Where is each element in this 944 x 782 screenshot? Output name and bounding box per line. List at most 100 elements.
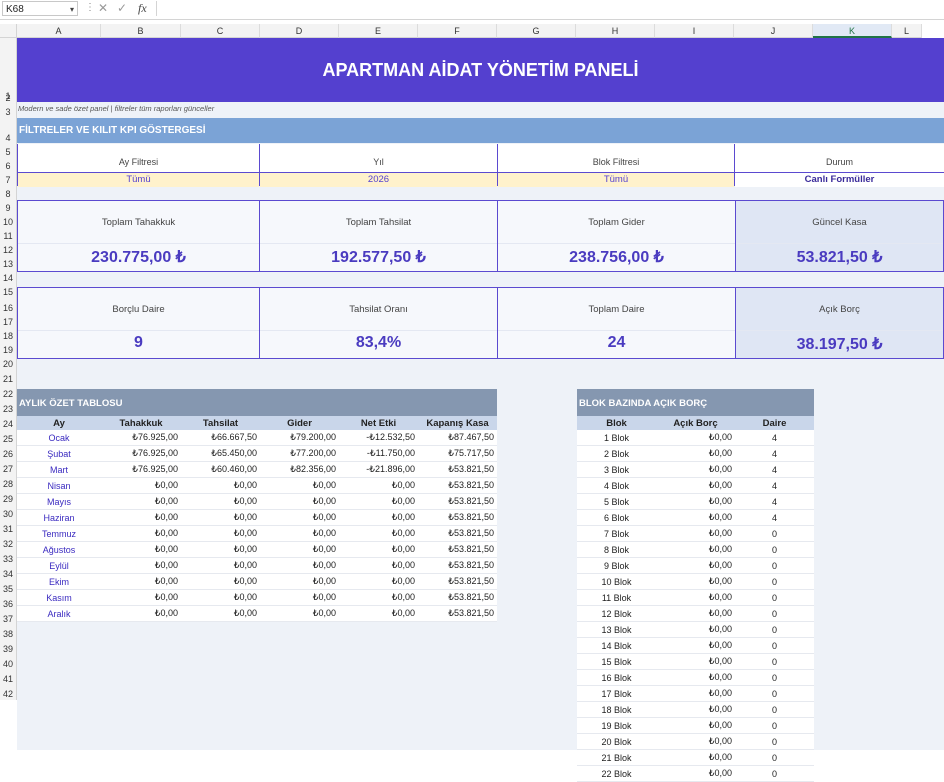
filter-value[interactable]: Tümü xyxy=(498,172,734,187)
row-header-5[interactable]: 5 xyxy=(0,144,17,158)
open-debt-cell[interactable]: ₺0,00 xyxy=(656,621,735,638)
value-cell[interactable]: ₺0,00 xyxy=(339,605,418,622)
open-debt-cell[interactable]: ₺0,00 xyxy=(656,430,735,446)
filter-value[interactable]: Tümü xyxy=(18,172,259,187)
open-debt-cell[interactable]: ₺0,00 xyxy=(656,493,735,510)
month-cell[interactable]: Nisan xyxy=(17,477,101,494)
select-all-corner[interactable] xyxy=(0,24,17,38)
row-header-9[interactable]: 9 xyxy=(0,200,17,214)
row-header-37[interactable]: 37 xyxy=(0,610,17,625)
unit-count-cell[interactable]: 0 xyxy=(735,605,814,622)
row-header-30[interactable]: 30 xyxy=(0,505,17,520)
value-cell[interactable]: ₺75.717,50 xyxy=(418,445,497,462)
value-cell[interactable]: -₺12.532,50 xyxy=(339,430,418,446)
filter-year[interactable]: Yıl 2026 xyxy=(260,144,498,187)
row-header-3[interactable]: 3 xyxy=(0,104,17,118)
unit-count-cell[interactable]: 0 xyxy=(735,573,814,590)
value-cell[interactable]: ₺0,00 xyxy=(260,493,339,510)
row-header-22[interactable]: 22 xyxy=(0,385,17,400)
block-name-cell[interactable]: 11 Blok xyxy=(577,589,656,606)
confirm-icon[interactable]: ✓ xyxy=(117,1,128,15)
formula-input[interactable] xyxy=(156,1,944,16)
block-name-cell[interactable]: 22 Blok xyxy=(577,765,656,782)
value-cell[interactable]: ₺0,00 xyxy=(101,573,181,590)
unit-count-cell[interactable]: 0 xyxy=(735,717,814,734)
unit-count-cell[interactable]: 0 xyxy=(735,589,814,606)
value-cell[interactable]: ₺0,00 xyxy=(101,605,181,622)
row-header-39[interactable]: 39 xyxy=(0,640,17,655)
unit-count-cell[interactable]: 0 xyxy=(735,557,814,574)
row-header-41[interactable]: 41 xyxy=(0,670,17,685)
column-header-c[interactable]: C xyxy=(181,24,260,38)
open-debt-cell[interactable]: ₺0,00 xyxy=(656,525,735,542)
block-name-cell[interactable]: 20 Blok xyxy=(577,733,656,750)
value-cell[interactable]: ₺53.821,50 xyxy=(418,461,497,478)
row-header-36[interactable]: 36 xyxy=(0,595,17,610)
value-cell[interactable]: ₺0,00 xyxy=(181,525,260,542)
month-cell[interactable]: Mart xyxy=(17,461,101,478)
row-header-20[interactable]: 20 xyxy=(0,356,17,370)
block-name-cell[interactable]: 3 Blok xyxy=(577,461,656,478)
value-cell[interactable]: ₺0,00 xyxy=(339,589,418,606)
row-header-27[interactable]: 27 xyxy=(0,460,17,475)
row-header-12[interactable]: 12 xyxy=(0,242,17,256)
block-name-cell[interactable]: 6 Blok xyxy=(577,509,656,526)
row-header-38[interactable]: 38 xyxy=(0,625,17,640)
row-header-26[interactable]: 26 xyxy=(0,445,17,460)
block-name-cell[interactable]: 14 Blok xyxy=(577,637,656,654)
row-header-8[interactable]: 8 xyxy=(0,186,17,200)
value-cell[interactable]: ₺53.821,50 xyxy=(418,477,497,494)
month-cell[interactable]: Mayıs xyxy=(17,493,101,510)
unit-count-cell[interactable]: 4 xyxy=(735,461,814,478)
block-name-cell[interactable]: 21 Blok xyxy=(577,749,656,766)
value-cell[interactable]: ₺66.667,50 xyxy=(181,430,260,446)
unit-count-cell[interactable]: 0 xyxy=(735,541,814,558)
open-debt-cell[interactable]: ₺0,00 xyxy=(656,589,735,606)
value-cell[interactable]: ₺53.821,50 xyxy=(418,557,497,574)
block-name-cell[interactable]: 18 Blok xyxy=(577,701,656,718)
unit-count-cell[interactable]: 0 xyxy=(735,669,814,686)
block-name-cell[interactable]: 12 Blok xyxy=(577,605,656,622)
value-cell[interactable]: ₺0,00 xyxy=(260,509,339,526)
month-cell[interactable]: Ağustos xyxy=(17,541,101,558)
open-debt-cell[interactable]: ₺0,00 xyxy=(656,701,735,718)
value-cell[interactable]: ₺79.200,00 xyxy=(260,430,339,446)
value-cell[interactable]: ₺0,00 xyxy=(260,477,339,494)
unit-count-cell[interactable]: 4 xyxy=(735,477,814,494)
unit-count-cell[interactable]: 0 xyxy=(735,701,814,718)
row-header-33[interactable]: 33 xyxy=(0,550,17,565)
value-cell[interactable]: ₺0,00 xyxy=(181,493,260,510)
row-header-10[interactable]: 10 xyxy=(0,214,17,228)
unit-count-cell[interactable]: 0 xyxy=(735,733,814,750)
open-debt-cell[interactable]: ₺0,00 xyxy=(656,573,735,590)
column-header-k[interactable]: K xyxy=(813,24,892,38)
row-header-32[interactable]: 32 xyxy=(0,535,17,550)
block-name-cell[interactable]: 13 Blok xyxy=(577,621,656,638)
unit-count-cell[interactable]: 0 xyxy=(735,749,814,766)
block-name-cell[interactable]: 1 Blok xyxy=(577,430,656,446)
column-header-b[interactable]: B xyxy=(101,24,181,38)
chevron-down-icon[interactable]: ▾ xyxy=(69,5,74,14)
block-name-cell[interactable]: 4 Blok xyxy=(577,477,656,494)
value-cell[interactable]: ₺0,00 xyxy=(181,573,260,590)
column-header-i[interactable]: I xyxy=(655,24,734,38)
row-header-15[interactable]: 15 xyxy=(0,284,17,298)
insert-function-icon[interactable]: fx xyxy=(138,1,147,15)
open-debt-cell[interactable]: ₺0,00 xyxy=(656,445,735,462)
value-cell[interactable]: ₺0,00 xyxy=(101,493,181,510)
unit-count-cell[interactable]: 0 xyxy=(735,765,814,782)
month-cell[interactable]: Aralık xyxy=(17,605,101,622)
row-header-19[interactable]: 19 xyxy=(0,342,17,356)
filter-block[interactable]: Blok Filtresi Tümü xyxy=(498,144,735,187)
value-cell[interactable]: -₺11.750,00 xyxy=(339,445,418,462)
row-header-21[interactable]: 21 xyxy=(0,370,17,385)
block-name-cell[interactable]: 16 Blok xyxy=(577,669,656,686)
block-name-cell[interactable]: 9 Blok xyxy=(577,557,656,574)
row-header-29[interactable]: 29 xyxy=(0,490,17,505)
value-cell[interactable]: ₺0,00 xyxy=(101,541,181,558)
open-debt-cell[interactable]: ₺0,00 xyxy=(656,717,735,734)
value-cell[interactable]: ₺53.821,50 xyxy=(418,525,497,542)
value-cell[interactable]: ₺0,00 xyxy=(181,509,260,526)
row-header-1[interactable]: 1 xyxy=(0,38,17,102)
value-cell[interactable]: ₺0,00 xyxy=(181,557,260,574)
